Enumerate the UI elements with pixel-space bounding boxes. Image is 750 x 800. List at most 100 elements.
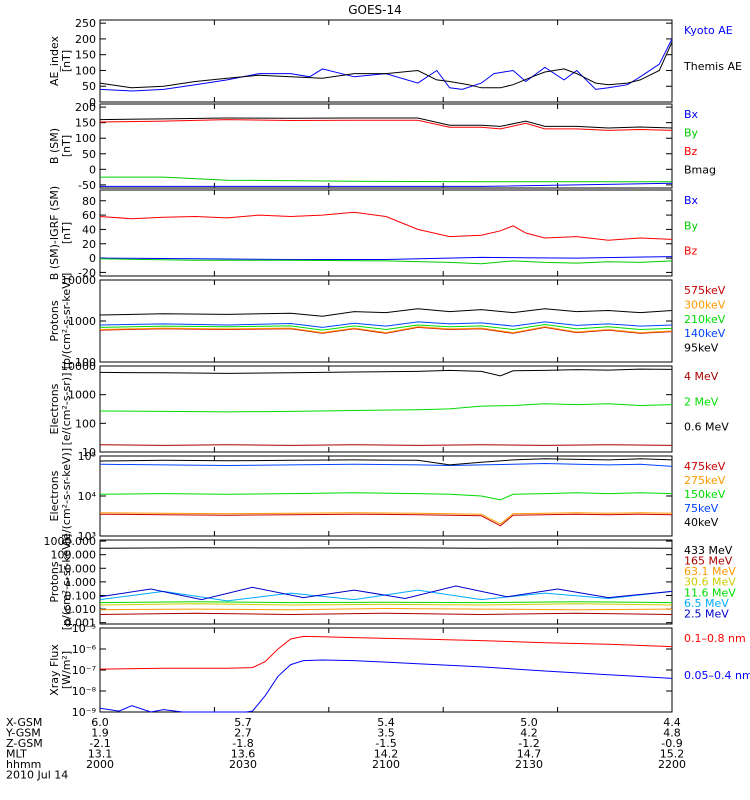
x-row-label: MLT [6,748,27,761]
legend-entry: 140keV [684,327,726,340]
panel-frame [99,189,673,277]
y-tick-label: 100 [75,356,96,369]
x-row-value: 15.2 [660,748,685,761]
series-line-bx [100,182,673,187]
y-tick-label: 0.100 [65,589,97,602]
legend-entry: 95keV [684,342,719,355]
legend-entry: 210keV [684,313,726,326]
y-axis-label: [p/(cm²-s-sr-keV)] [60,273,73,370]
y-tick-label: 0.010 [65,603,97,616]
legend-entry: Themis AE [683,60,742,73]
x-row-value: 5.7 [234,716,252,729]
y-tick-label: 10⁻⁵ [72,622,96,635]
series-line-bz [99,211,673,241]
y-axis-label: AE_index [48,35,61,86]
series-line-0-6-mev [99,368,673,377]
y-tick-label: 10³ [78,530,96,543]
series-line-0-1-0-8-nm [99,635,673,670]
legend-entry: By [684,219,699,232]
series-line-2-5-mev [99,585,673,601]
legend-entry: 4 MeV [684,370,719,383]
series-line-2-mev [99,403,673,413]
legend-entry: 0.1–0.8 nm [684,632,746,645]
y-tick-label: 200 [75,101,96,114]
x-row-value: 2030 [229,758,257,771]
legend-entry: 275keV [684,474,726,487]
y-tick-label: 10⁻⁷ [72,664,96,677]
y-axis-label: [e/(cm²-s-sr)] [60,373,73,446]
legend-entry: 475keV [684,460,726,473]
x-row-value: 13.1 [88,748,113,761]
series-line-bmag [99,117,673,129]
figure-title: GOES-14 [348,3,402,17]
x-row-value: 14.7 [517,748,542,761]
x-row-value: 4.4 [663,716,681,729]
panel-frame [99,539,673,625]
x-row-value: 3.5 [377,727,395,740]
legend-entry: Kyoto AE [684,24,733,37]
y-tick-label: 10⁻⁹ [72,706,96,719]
x-row-value: 2200 [658,758,686,771]
y-axis-label: [nT] [60,135,73,157]
legend-entry: Bz [684,145,698,158]
series-line-150kev [99,492,673,501]
y-tick-label: 100 [75,132,96,145]
series-line-275kev [99,512,673,525]
y-tick-label: 10000 [61,360,96,373]
panel-2: -50 0 50 100 150 200 B (SM) [nT] Bx By Bz Bmag [48,101,716,192]
series-line-40kev [99,458,673,466]
series-line-165-mev [99,612,673,616]
series-line-300kev [99,326,673,334]
legend-entry: 2.5 MeV [684,607,729,620]
y-axis-label: [W/m²] [60,651,73,689]
series-line-by [100,176,672,183]
panel-frame [99,455,673,537]
y-axis-label: [nT] [60,50,73,72]
x-row-value: 2100 [372,758,400,771]
x-row-label: Y-GSM [5,727,41,740]
x-row-value: -1.2 [518,737,539,750]
legend-entry: 75keV [684,502,719,515]
y-axis-label: B (SM) [48,128,61,164]
y-axis-label: Protons [48,300,61,341]
y-axis-label: Xray Flux [48,644,61,696]
y-tick-label: 10.000 [58,562,97,575]
panel-frame [99,627,673,713]
y-tick-label: 200 [75,33,96,46]
y-tick-label: 1000 [68,389,96,402]
legend-entry: 0.05–0.4 nm [684,669,750,682]
y-tick-label: 10 [82,446,96,459]
y-tick-label: 250 [75,17,96,30]
y-tick-label: 40 [82,223,96,236]
y-tick-label: 1000 [68,315,96,328]
y-tick-label: 150 [75,49,96,62]
series-line-30-6-mev [99,603,673,606]
y-tick-label: 10000 [61,274,96,287]
series-line-bz [99,119,673,131]
series-line-11-6-mev [99,601,673,604]
x-row-value: 1.9 [91,727,109,740]
y-axis-label: B (SM)-IGRF (SM) [48,186,61,280]
y-axis-label: Electrons [48,470,61,521]
x-row-value: 5.0 [520,716,538,729]
y-tick-label: 10⁴ [78,490,97,503]
y-axis-label: [e/(cm²-s-sr-keV)] [60,448,73,544]
legend-entry: 165 MeV [684,555,733,568]
series-line-63-1-mev [99,607,673,611]
legend-entry: Bmag [684,164,716,177]
legend-entry: 6.5 MeV [684,597,729,610]
y-tick-label: 1.000 [65,576,97,589]
series-line-475kev [99,513,673,527]
legend-entry: 63.1 MeV [684,565,736,578]
x-row-value: 5.4 [377,716,395,729]
y-tick-label: 10⁻⁶ [72,643,97,656]
y-tick-label: 10⁵ [78,450,96,463]
series-line-95kev [99,308,673,317]
y-tick-label: 100 [75,417,96,430]
x-row-value: -1.8 [232,737,253,750]
x-row-label: X-GSM [6,716,42,729]
panel-frame [99,279,673,363]
series-line-210kev [99,323,673,331]
legend-entry: 433 MeV [684,544,733,557]
